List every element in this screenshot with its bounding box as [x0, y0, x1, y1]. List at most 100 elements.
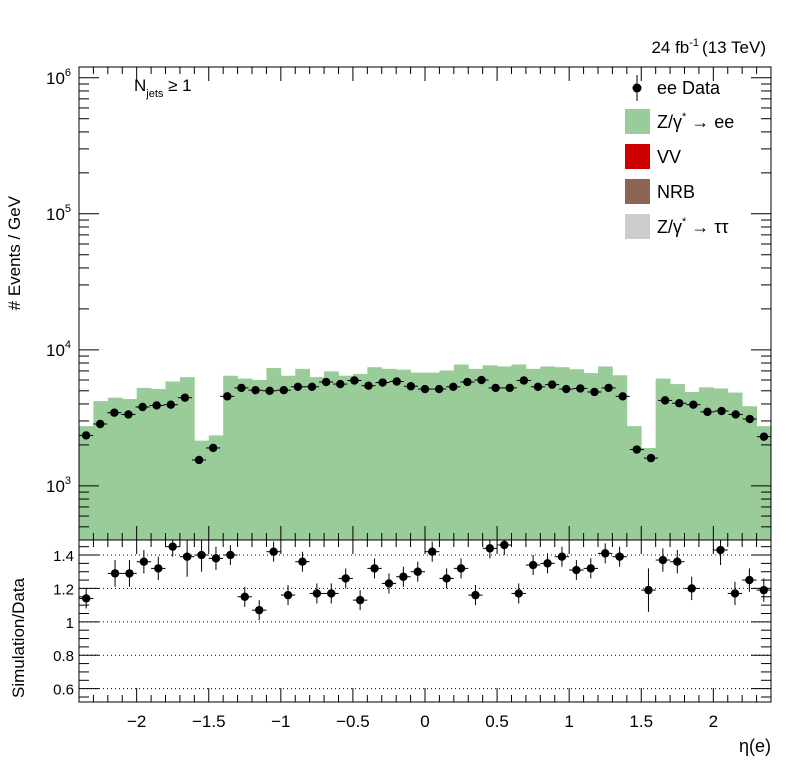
zee-bar	[324, 371, 339, 540]
zee-bar	[540, 366, 556, 540]
zee-bar	[136, 387, 152, 540]
ratio-plot-pad: 0.6 0.8 1 1.2 1.4 −2 −1.5 −1 −0.5 0 0.5 1 1.5 2	[53, 539, 772, 731]
legend-swatch	[625, 109, 650, 134]
data-point	[389, 377, 404, 386]
ratio-y-tick-label: 1	[66, 615, 74, 632]
zee-bar	[93, 401, 109, 540]
ratio-point	[497, 540, 512, 556]
data-point	[545, 380, 560, 389]
ratio-x-ticks: −2 −1.5 −1 −0.5 0 0.5 1 1.5 2	[78, 540, 772, 731]
data-point	[361, 381, 376, 390]
zee-bar	[511, 364, 527, 540]
zee-bar	[309, 377, 325, 540]
data-point	[191, 455, 207, 465]
data-point	[629, 445, 644, 454]
data-point	[432, 384, 447, 394]
data-point	[234, 383, 249, 393]
zee-bar	[742, 406, 757, 540]
zee-bar	[266, 368, 282, 540]
ratio-point	[742, 568, 757, 592]
data-point	[587, 387, 602, 397]
zee-bar	[525, 368, 541, 540]
ratio-point	[136, 550, 152, 574]
legend-label: Z/γ* → ee	[657, 111, 734, 132]
zee-bar	[280, 375, 296, 540]
data-point	[516, 376, 531, 385]
y-tick-label: 104	[46, 339, 71, 360]
data-point	[686, 400, 701, 409]
ratio-y-axis-title: Simulation/Data	[9, 577, 28, 698]
ratio-point	[352, 590, 368, 611]
data-point	[248, 385, 263, 395]
legend-marker	[632, 83, 642, 93]
data-point	[488, 383, 503, 393]
ratio-point	[396, 566, 411, 587]
zee-bar	[554, 367, 570, 540]
data-point	[615, 392, 630, 401]
ratio-y-tick-label: 1.2	[53, 581, 74, 598]
data-point	[742, 414, 757, 424]
zee-bar	[598, 366, 613, 540]
ratio-point	[482, 540, 498, 559]
ratio-point	[468, 585, 483, 606]
zee-bar	[367, 367, 383, 540]
legend-swatch	[625, 144, 650, 169]
zee-bar	[237, 378, 253, 540]
ratio-point	[598, 543, 613, 564]
legend-swatch	[625, 214, 650, 239]
ratio-point	[684, 576, 699, 601]
zee-bar	[381, 368, 397, 540]
x-tick-label: 2	[709, 712, 718, 731]
data-point	[573, 384, 588, 393]
njets-annotation: Njets ≥ 1	[134, 76, 192, 100]
legend-entry-zee: Z/γ* → ee	[625, 109, 734, 134]
zee-bar	[194, 440, 210, 540]
y-tick-label: 103	[46, 475, 71, 496]
zee-bar	[497, 366, 512, 540]
ratio-point	[165, 540, 180, 557]
ratio-point	[122, 560, 137, 587]
zee-bar	[122, 399, 138, 540]
y-tick-label: 105	[46, 203, 71, 224]
zee-bar	[208, 435, 224, 540]
ratio-point	[280, 585, 296, 606]
ratio-point	[569, 560, 584, 581]
data-point	[375, 378, 390, 387]
ratio-point	[324, 583, 339, 604]
ratio-point	[453, 558, 469, 579]
zee-bar	[439, 370, 455, 540]
zee-bar	[713, 388, 729, 540]
zee-bar	[165, 381, 181, 540]
x-tick-label: 0	[420, 712, 429, 731]
ratio-point	[525, 555, 541, 576]
zee-bar	[252, 380, 267, 540]
zee-bar	[151, 389, 166, 540]
ratio-point	[439, 568, 454, 589]
zee-bar	[410, 372, 426, 540]
data-point	[220, 392, 235, 401]
ratio-point	[410, 561, 425, 582]
ratio-point	[655, 548, 671, 572]
zee-bar	[684, 391, 700, 540]
legend-label: Z/γ* → ττ	[657, 216, 729, 237]
legend-label: ee Data	[657, 78, 721, 98]
legend-swatch	[625, 179, 650, 204]
data-point	[658, 396, 673, 405]
data-point	[333, 379, 348, 389]
data-point	[403, 382, 418, 391]
zee-bar	[425, 372, 440, 540]
data-point	[107, 408, 122, 417]
data-point	[559, 384, 574, 394]
ratio-point	[179, 540, 195, 577]
data-point	[347, 376, 362, 385]
ratio-point	[670, 550, 685, 574]
data-point	[474, 375, 489, 385]
x-tick-label: 1	[564, 712, 573, 731]
x-tick-label: 0.5	[485, 712, 509, 731]
x-tick-label: −1	[271, 712, 290, 731]
data-point	[643, 453, 659, 463]
legend-entry-ztautau: Z/γ* → ττ	[625, 214, 729, 239]
ratio-gridlines	[79, 554, 771, 690]
zee-bar	[655, 378, 671, 540]
ratio-y-tick-label: 1.4	[53, 548, 74, 565]
